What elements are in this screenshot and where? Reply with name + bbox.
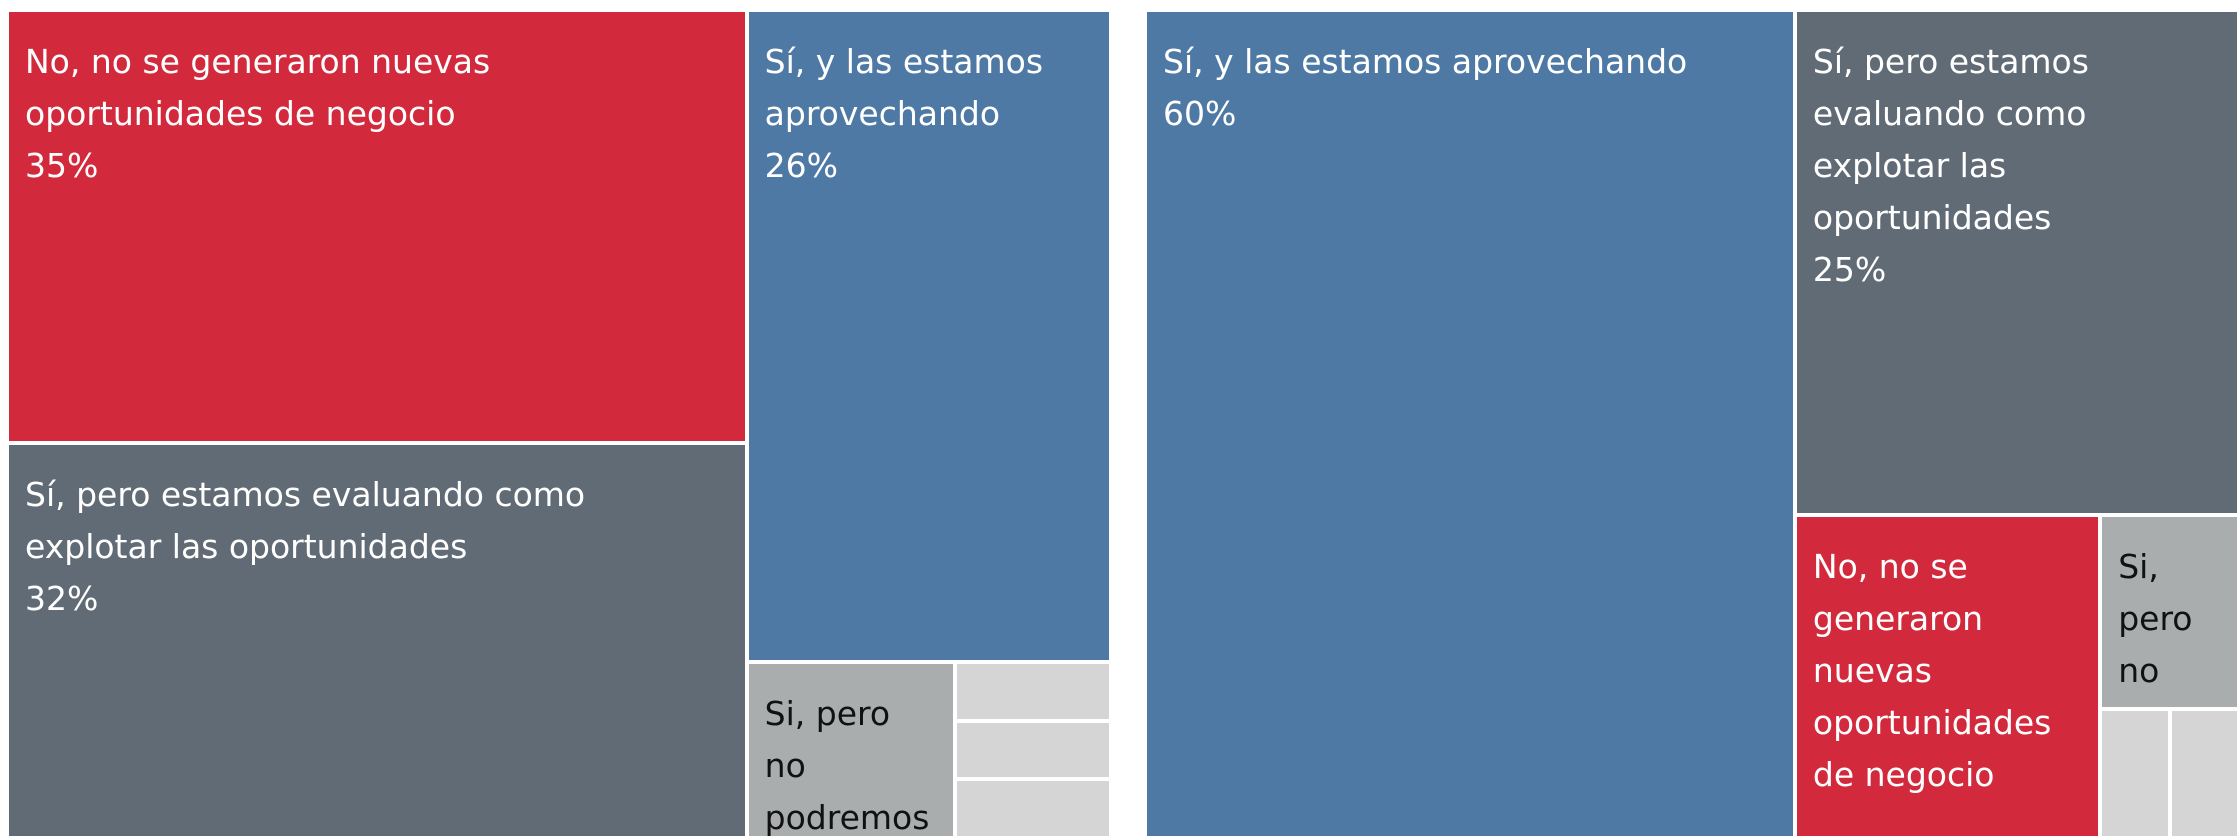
- treemap-cell: No, no se generaron nuevas oportunidades…: [1796, 516, 2099, 836]
- treemap-cell: Sí, y las estamos aprovechando 26%: [748, 12, 1109, 661]
- cell-label: Si, pero no podremos: [764, 694, 930, 836]
- treemap-cell-unlabeled: [2171, 710, 2237, 836]
- treemap-cell-unlabeled: [956, 664, 1109, 719]
- treemap-cell: Sí, pero estamos evaluando como explotar…: [9, 444, 745, 836]
- cell-value-label: 32%: [25, 578, 99, 618]
- cell-value-label: 60%: [1163, 94, 1237, 133]
- cell-label: Sí, y las estamos aprovechando: [1163, 42, 1688, 81]
- treemap-cell: Sí, pero estamos evaluando como explotar…: [1796, 12, 2237, 513]
- treemap-cell-unlabeled: [956, 722, 1109, 778]
- treemap-cell: Sí, y las estamos aprovechando 60%: [1147, 12, 1793, 836]
- cell-value-label: 35%: [25, 146, 99, 185]
- cell-label: No, no se generaron nuevas oportunidades…: [25, 42, 491, 133]
- treemap-cell: No, no se generaron nuevas oportunidades…: [9, 12, 745, 441]
- cell-value-label: 26%: [764, 146, 839, 185]
- cell-label: Sí, pero estamos evaluando como explotar…: [25, 474, 586, 566]
- treemap-cell: Si, pero no podremos: [748, 664, 953, 836]
- treemap-cell-unlabeled: [2102, 710, 2168, 836]
- cell-label: Sí, y las estamos aprovechando: [764, 42, 1044, 133]
- cell-value-label: 25%: [1812, 250, 1887, 289]
- cell-label: No, no se generaron nuevas oportunidades…: [1812, 546, 2052, 794]
- treemap-cell-unlabeled: [956, 781, 1109, 836]
- cell-label: Sí, pero estamos evaluando como explotar…: [1812, 42, 2089, 237]
- cell-label: Si, pero no podremos: [2118, 546, 2237, 707]
- treemap-cell: Si, pero no podremos: [2102, 516, 2237, 707]
